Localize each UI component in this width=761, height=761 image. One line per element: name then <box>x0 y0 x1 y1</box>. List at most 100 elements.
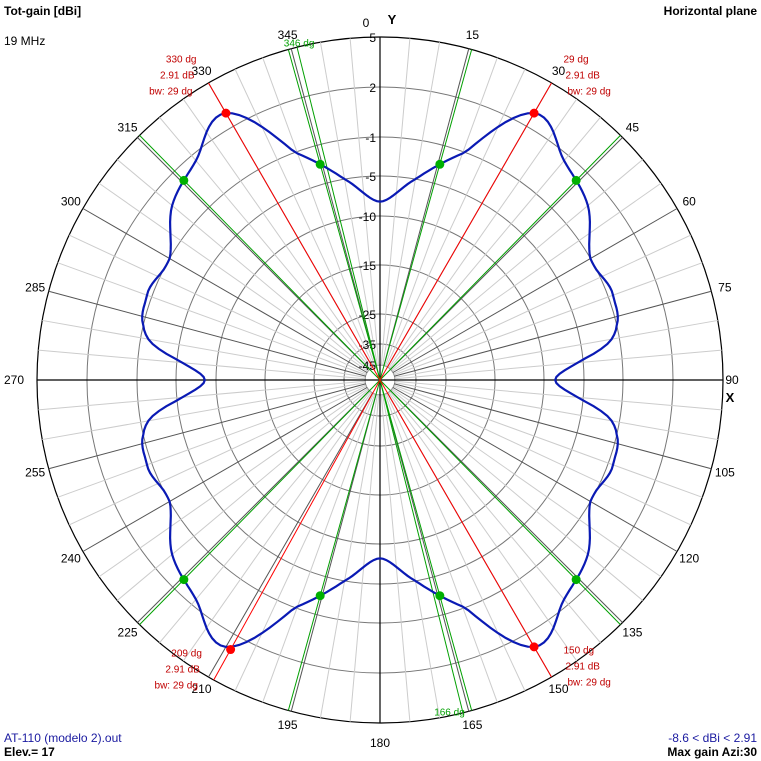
radial-line-10 <box>382 42 441 366</box>
radial-line-65 <box>393 234 692 375</box>
max-label-150-1: 2.91 dB <box>566 661 601 672</box>
frequency-label: 19 MHz <box>4 34 46 48</box>
radial-line-45 <box>390 137 623 370</box>
elevation-label: Elev.= 17 <box>4 745 55 759</box>
angle-label-180: 180 <box>370 736 390 750</box>
max-label-330-2: bw: 29 dg <box>149 87 192 98</box>
beamwidth-dot-7 <box>315 159 325 169</box>
ring-label--35: -35 <box>359 338 377 352</box>
radial-line-225 <box>137 390 370 623</box>
radial-line-170 <box>382 394 441 718</box>
angle-label-195: 195 <box>278 718 298 732</box>
radial-line-55 <box>392 182 662 372</box>
angle-label-105: 105 <box>715 465 735 479</box>
max-label-150-0: 150 dg <box>564 645 595 656</box>
max-dot-209 <box>226 645 236 655</box>
plane-label: Horizontal plane <box>663 4 757 18</box>
angle-label-30: 30 <box>552 64 566 78</box>
radial-line-20 <box>384 57 498 367</box>
angle-label-210: 210 <box>191 682 211 696</box>
ring-label--5: -5 <box>365 170 376 184</box>
radial-line-70 <box>393 262 703 376</box>
radial-line-235 <box>98 388 368 578</box>
max-label-30-0: 29 dg <box>564 55 589 66</box>
beamwidth-line-3 <box>379 379 473 711</box>
ring-label-5: 5 <box>369 31 376 45</box>
angle-label-300: 300 <box>61 195 81 209</box>
radial-line-295 <box>68 234 367 375</box>
radial-line-105 <box>394 383 712 470</box>
radial-line-50 <box>391 159 644 371</box>
null-line-1 <box>296 47 381 381</box>
radial-line-40 <box>389 116 601 369</box>
y-axis-label: Y <box>388 12 397 27</box>
radial-line-135 <box>390 390 623 623</box>
radial-line-185 <box>349 394 380 722</box>
beamwidth-dot-4 <box>315 591 325 601</box>
angle-label-270: 270 <box>4 373 24 387</box>
angle-label-240: 240 <box>61 552 81 566</box>
max-label-330-1: 2.91 dB <box>160 71 195 82</box>
radial-line-210 <box>208 392 373 678</box>
radial-line-130 <box>391 389 644 601</box>
radial-line-240 <box>82 387 368 552</box>
radial-line-245 <box>68 385 367 526</box>
beamwidth-dot-6 <box>179 175 189 185</box>
radial-line-230 <box>116 389 369 601</box>
max-label-30-1: 2.91 dB <box>566 71 601 82</box>
beamwidth-line-4 <box>287 379 381 711</box>
angle-label-255: 255 <box>25 465 45 479</box>
max-label-209-2: bw: 29 dg <box>155 680 198 691</box>
radial-line-310 <box>116 159 369 371</box>
radial-line-305 <box>98 182 368 372</box>
radial-line-25 <box>385 68 526 367</box>
radial-line-35 <box>388 98 578 368</box>
beamwidth-dot-1 <box>571 175 581 185</box>
x-axis-label: X <box>726 390 735 405</box>
max-gain-azimuth: Max gain Azi:30 <box>667 745 757 759</box>
ring-label--15: -15 <box>359 259 377 273</box>
ring-label-2: 2 <box>369 81 376 95</box>
radial-line-175 <box>380 394 411 722</box>
radial-line-75 <box>394 290 712 377</box>
radial-line-285 <box>48 290 366 377</box>
radial-line-215 <box>182 392 372 662</box>
max-label-150-2: bw: 29 dg <box>568 677 611 688</box>
radial-line-125 <box>392 388 662 578</box>
angle-label-15: 15 <box>466 28 480 42</box>
ring-label--25: -25 <box>359 308 377 322</box>
angle-label-225: 225 <box>118 625 138 639</box>
radial-line-5 <box>380 38 411 366</box>
radial-line-110 <box>393 384 703 498</box>
file-name: AT-110 (modelo 2).out <box>4 731 122 745</box>
max-dot-330 <box>221 108 231 118</box>
beamwidth-line-2 <box>379 379 621 625</box>
ring-label--10: -10 <box>359 210 377 224</box>
angle-label-75: 75 <box>718 281 732 295</box>
beamwidth-dot-5 <box>179 575 189 585</box>
radial-line-275 <box>38 349 366 380</box>
radial-line-315 <box>137 137 370 370</box>
beamwidth-dot-0 <box>435 159 445 169</box>
angle-label-120: 120 <box>679 552 699 566</box>
angle-label-150: 150 <box>548 682 568 696</box>
radial-line-265 <box>38 380 366 411</box>
radial-line-95 <box>394 380 722 411</box>
angle-label-90: 90 <box>725 373 739 387</box>
radial-line-290 <box>57 262 367 376</box>
max-dot-30 <box>529 108 539 118</box>
radial-line-320 <box>159 116 371 369</box>
radial-line-205 <box>234 393 375 692</box>
max-line-30 <box>379 82 552 381</box>
radial-line-250 <box>57 384 367 498</box>
angle-label-165: 165 <box>462 718 482 732</box>
max-label-30-2: bw: 29 dg <box>568 87 611 98</box>
angle-label-330: 330 <box>191 64 211 78</box>
beamwidth-line-7 <box>287 49 381 381</box>
radial-line-325 <box>182 98 372 368</box>
radial-line-100 <box>394 382 718 441</box>
radial-line-350 <box>319 42 378 366</box>
beamwidth-line-1 <box>379 135 621 381</box>
radial-line-355 <box>349 38 380 366</box>
